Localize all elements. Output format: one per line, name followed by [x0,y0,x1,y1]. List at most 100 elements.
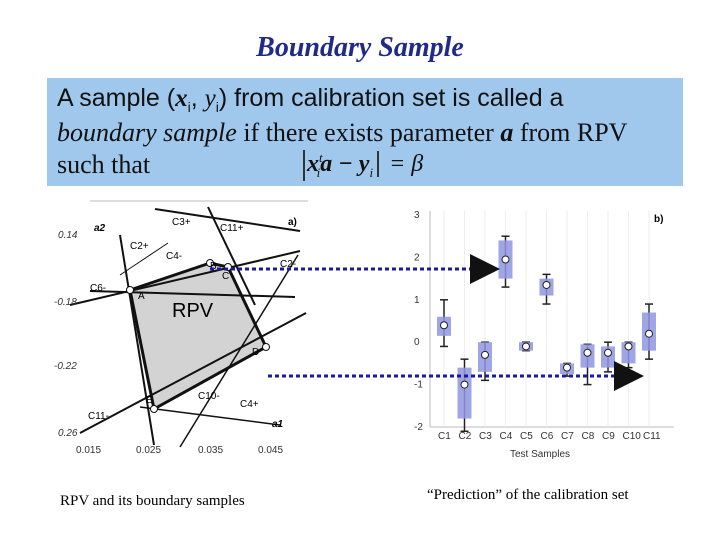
box-c8 [580,211,595,427]
box-c6 [539,211,554,427]
box-c3 [478,211,492,427]
panel-label-b: b) [654,214,663,225]
definition-line-3: such that [57,150,151,179]
box-c7 [560,211,574,427]
y-tick: 0.26 [58,428,78,439]
definition-text: from RPV [513,118,628,147]
x-tick: C11 [643,431,661,442]
median-point [481,350,489,359]
median-point [604,348,612,357]
definition-line-1: A sample (xi, yi) from calibration set i… [57,84,563,115]
median-point [440,321,448,330]
formula-subscript: i [369,164,374,180]
prediction-panel: b) Test Samples 3 2 1 0 -1 -2 C1 C2 C3 C4 C5 C6 C7 C… [412,195,680,520]
median-point [563,363,571,372]
term-boundary-sample: boundary sample [57,118,237,147]
vertex-label: B [210,261,217,272]
y-tick: 2 [414,252,420,263]
y-tick: -0.22 [54,361,77,372]
y-tick: 3 [414,210,420,221]
x-tick: C5 [520,431,533,442]
y-tick: -0.18 [54,297,77,308]
definition-box: A sample (xi, yi) from calibration set i… [47,78,683,186]
definition-comma: , [190,84,205,112]
x-axis-title: Test Samples [510,449,570,460]
panel-label-a: a) [288,217,297,228]
line-label: C4+ [240,399,259,410]
rpv-diagram: 0.14 -0.18 -0.22 0.26 0.015 0.025 0.035 … [54,200,308,456]
formula-transpose: t [319,150,323,165]
definition-text: ) from calibration set is called a [218,84,564,112]
x-tick: C8 [582,431,595,442]
prediction-boxplot: b) Test Samples 3 2 1 0 -1 -2 C1 C2 C3 C4 C5 C6 C7 C… [414,210,674,460]
formula-body: a − y [320,151,370,177]
vertex-label: D [252,347,259,358]
x-tick: 0.015 [76,445,101,456]
line-label: C2+ [130,241,149,252]
vertex-a [126,286,134,294]
definition-line-2: boundary sample if there exists paramete… [57,118,627,148]
line-label: C10- [198,391,220,402]
line-label: C2- [280,259,296,270]
vertex-b [206,259,214,267]
boundary-formula: xtia − yi = β [303,150,423,181]
line-label: C4- [166,251,182,262]
vertex-label: E [146,395,153,406]
rpv-region [128,261,268,412]
y-tick: 0 [414,337,420,348]
subscript-i: i [215,99,219,115]
x-tick: 0.045 [258,445,283,456]
definition-text: A sample ( [57,84,176,112]
vertex-d [262,343,270,351]
box-c1 [437,211,451,427]
y-tick: -2 [414,422,423,433]
axis-label-a1: a1 [272,419,284,430]
formula-x: x [307,151,319,177]
vertex-label: A [138,291,145,302]
variable-x: x [175,85,188,112]
formula-equals: = β [383,151,424,177]
caption-left: RPV and its boundary samples [60,493,245,509]
x-tick: C2 [459,431,472,442]
x-tick: C10 [623,431,642,442]
y-tick: -1 [414,380,423,391]
median-point [645,329,653,338]
x-tick: C3 [479,431,492,442]
vertex-e [150,405,158,413]
variable-y: y [204,85,216,112]
box-iqr [457,367,472,419]
x-tick: 0.035 [198,445,223,456]
y-tick: 0.14 [58,230,78,241]
vertex-label: C [222,271,229,282]
rpv-panel: 0.14 -0.18 -0.22 0.26 0.015 0.025 0.035 … [50,195,310,520]
line-label: C11- [88,411,109,422]
definition-text: if there exists parameter [236,118,501,147]
rpv-label: RPV [172,300,214,322]
median-point [542,280,551,289]
x-tick: C7 [561,431,574,442]
median-point [583,348,592,357]
slide-title: Boundary Sample [256,32,464,63]
parameter-a: a [500,118,514,147]
subscript-i: i [187,99,191,115]
x-tick: 0.025 [136,445,161,456]
box-c11 [642,211,656,427]
box-c5 [519,211,533,427]
axis-label-a2: a2 [94,223,106,234]
formula-subscript: i [316,164,321,180]
caption-right: “Prediction” of the calibration set [427,487,629,503]
box-c9 [601,211,615,427]
line-label: C3+ [172,217,191,228]
x-tick: C9 [602,431,615,442]
y-tick: 1 [414,295,420,306]
x-tick: C6 [541,431,554,442]
x-tick: C4 [500,431,513,442]
box-c10 [621,211,636,427]
line-label: C11+ [220,223,244,234]
x-tick: C1 [438,431,451,442]
box-c4 [498,211,513,427]
box-c2 [457,211,472,432]
median-point [460,380,469,389]
median-point [624,342,633,351]
median-point [501,255,510,264]
